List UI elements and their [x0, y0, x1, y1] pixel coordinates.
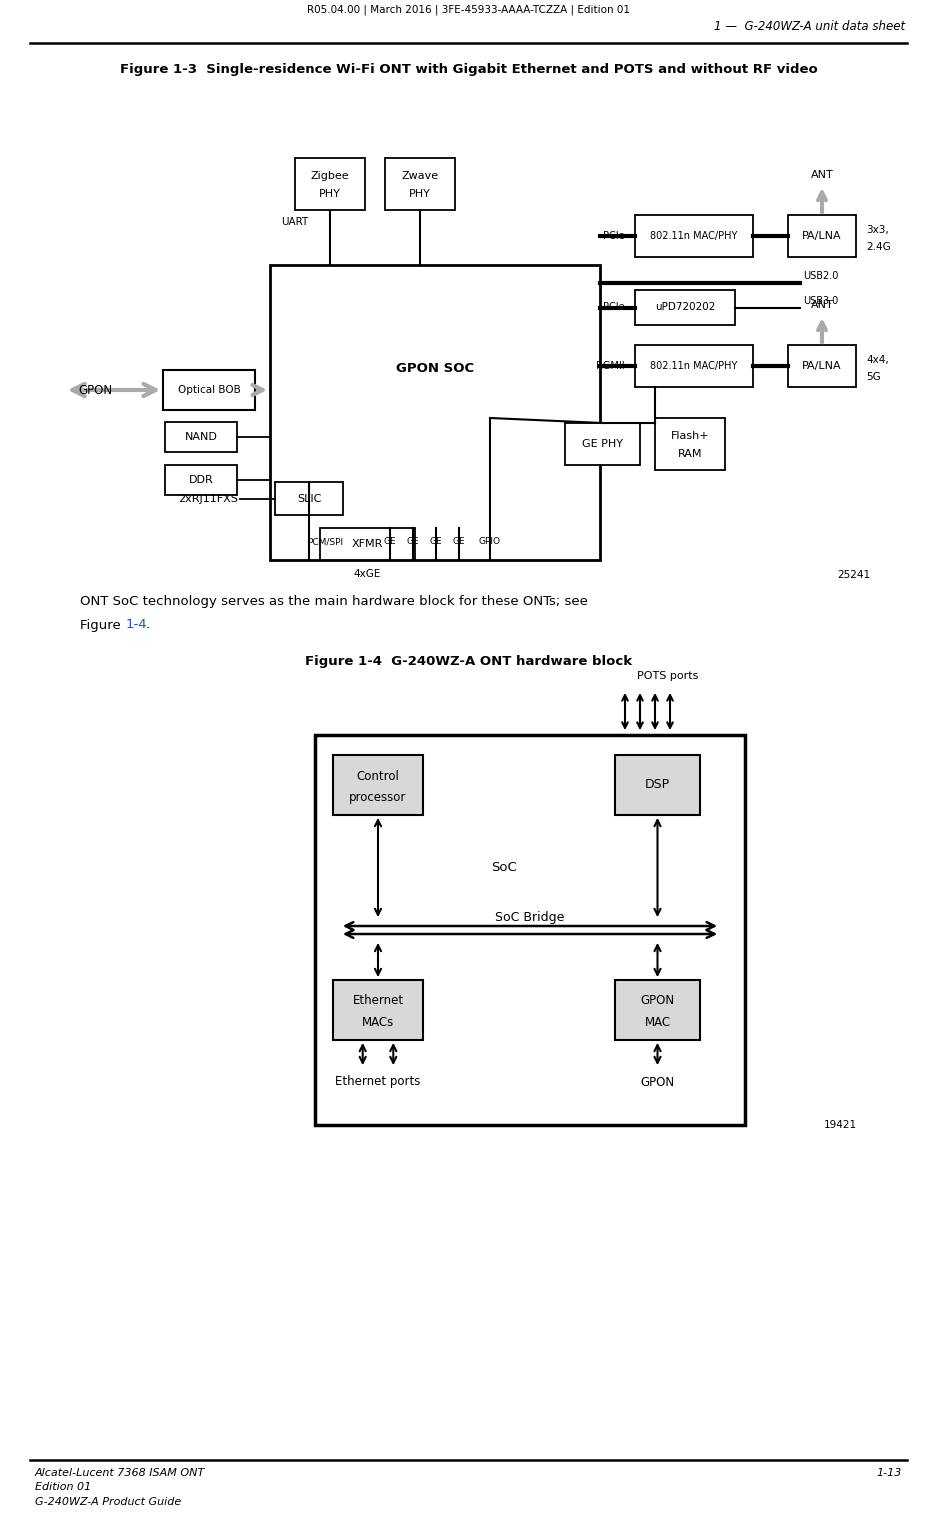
Text: Ethernet ports: Ethernet ports: [335, 1076, 420, 1088]
Text: GPON: GPON: [78, 383, 112, 397]
Text: PHY: PHY: [319, 190, 341, 199]
Bar: [564, 423, 639, 465]
Text: Edition 01: Edition 01: [35, 1482, 91, 1493]
Text: RGMII: RGMII: [595, 362, 624, 371]
Text: R05.04.00 | March 2016 | 3FE-45933-AAAA-TCZZA | Edition 01: R05.04.00 | March 2016 | 3FE-45933-AAAA-…: [307, 5, 629, 15]
Bar: [614, 755, 699, 815]
Text: 1 —  G-240WZ-A unit data sheet: 1 — G-240WZ-A unit data sheet: [713, 20, 904, 32]
Bar: [274, 482, 343, 515]
Text: GE: GE: [430, 538, 442, 547]
Text: .: .: [146, 619, 150, 631]
Bar: [614, 980, 699, 1040]
Bar: [635, 345, 753, 388]
Text: GPON SOC: GPON SOC: [396, 362, 474, 375]
Text: RAM: RAM: [677, 450, 701, 459]
Text: Zigbee: Zigbee: [311, 172, 349, 181]
Text: ONT SoC technology serves as the main hardware block for these ONTs; see: ONT SoC technology serves as the main ha…: [80, 596, 587, 608]
Text: XFMR: XFMR: [351, 540, 383, 549]
Bar: [635, 290, 734, 325]
Text: MACs: MACs: [361, 1015, 394, 1029]
Bar: [787, 214, 856, 257]
Text: 19421: 19421: [823, 1120, 856, 1129]
Text: Figure: Figure: [80, 619, 124, 631]
Text: PA/LNA: PA/LNA: [801, 362, 841, 371]
Text: 4x4,: 4x4,: [865, 354, 888, 365]
Text: 4xGE: 4xGE: [354, 568, 381, 579]
Text: Zwave: Zwave: [401, 172, 438, 181]
Text: Figure 1-4  G-240WZ-A ONT hardware block: Figure 1-4 G-240WZ-A ONT hardware block: [304, 655, 632, 669]
Text: 2.4G: 2.4G: [865, 242, 890, 251]
Text: Control: Control: [357, 769, 399, 783]
Text: DSP: DSP: [644, 778, 669, 792]
Text: GPIO: GPIO: [478, 538, 501, 547]
Text: G-240WZ-A Product Guide: G-240WZ-A Product Guide: [35, 1497, 181, 1506]
Text: MAC: MAC: [644, 1015, 670, 1029]
Text: 1-4: 1-4: [125, 619, 148, 631]
Text: PCM/SPI: PCM/SPI: [307, 538, 343, 547]
Text: SoC: SoC: [490, 862, 517, 874]
Bar: [332, 980, 422, 1040]
Bar: [163, 369, 255, 410]
Text: DDR: DDR: [188, 474, 213, 485]
Text: processor: processor: [349, 790, 406, 804]
Text: GE: GE: [383, 538, 396, 547]
Text: Figure 1-3  Single-residence Wi-Fi ONT with Gigabit Ethernet and POTS and withou: Figure 1-3 Single-residence Wi-Fi ONT wi…: [120, 64, 816, 76]
Text: Ethernet: Ethernet: [352, 994, 403, 1008]
Bar: [385, 158, 455, 210]
Bar: [654, 418, 724, 470]
Text: ANT: ANT: [810, 170, 832, 179]
Text: PCIe: PCIe: [603, 231, 624, 242]
Text: Flash+: Flash+: [670, 432, 709, 441]
Bar: [270, 264, 599, 559]
Text: 25241: 25241: [836, 570, 869, 581]
Bar: [332, 755, 422, 815]
Text: uPD720202: uPD720202: [654, 302, 714, 313]
Text: Optical BOB: Optical BOB: [178, 385, 241, 395]
Bar: [165, 423, 237, 451]
Text: 802.11n MAC/PHY: 802.11n MAC/PHY: [650, 231, 737, 242]
Text: 2xRJ11FXS: 2xRJ11FXS: [178, 494, 238, 503]
Text: POTS ports: POTS ports: [636, 670, 697, 681]
Bar: [787, 345, 856, 388]
Text: 1-13: 1-13: [876, 1468, 901, 1477]
Text: GE PHY: GE PHY: [581, 439, 622, 448]
Bar: [295, 158, 365, 210]
Text: SLIC: SLIC: [297, 494, 321, 503]
Text: Alcatel-Lucent 7368 ISAM ONT: Alcatel-Lucent 7368 ISAM ONT: [35, 1468, 205, 1477]
Text: 802.11n MAC/PHY: 802.11n MAC/PHY: [650, 362, 737, 371]
Text: USB2.0: USB2.0: [802, 271, 838, 281]
Text: PA/LNA: PA/LNA: [801, 231, 841, 242]
Bar: [314, 736, 744, 1125]
Text: ANT: ANT: [810, 299, 832, 310]
Text: GPON: GPON: [639, 1076, 674, 1088]
Text: GE: GE: [406, 538, 419, 547]
Text: 5G: 5G: [865, 371, 880, 382]
Text: USB3.0: USB3.0: [802, 295, 838, 306]
Text: 3x3,: 3x3,: [865, 225, 888, 234]
Bar: [635, 214, 753, 257]
Bar: [165, 465, 237, 496]
Text: GPON: GPON: [639, 994, 674, 1008]
Text: PHY: PHY: [409, 190, 431, 199]
Text: NAND: NAND: [184, 432, 217, 442]
Text: UART: UART: [281, 217, 308, 226]
Bar: [320, 527, 415, 559]
Text: PCIe: PCIe: [603, 302, 624, 313]
Text: SoC Bridge: SoC Bridge: [495, 912, 564, 924]
Text: GE: GE: [452, 538, 465, 547]
